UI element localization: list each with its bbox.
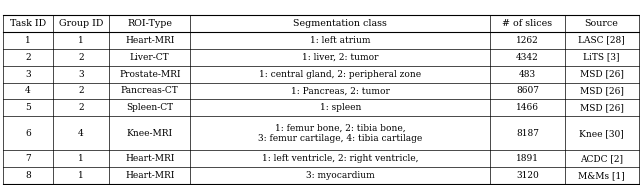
Text: 8187: 8187: [516, 129, 539, 138]
Text: LASC [28]: LASC [28]: [579, 36, 625, 45]
Text: 1262: 1262: [516, 36, 539, 45]
Text: ROI-Type: ROI-Type: [127, 19, 172, 28]
Text: 6: 6: [25, 129, 31, 138]
Text: 3: 3: [25, 70, 31, 79]
Text: 1: 1: [78, 36, 84, 45]
Text: 1891: 1891: [516, 154, 539, 163]
Text: 1: central gland, 2: peripheral zone: 1: central gland, 2: peripheral zone: [259, 70, 422, 79]
Text: Pancreas-CT: Pancreas-CT: [121, 86, 179, 95]
Text: Heart-MRI: Heart-MRI: [125, 171, 175, 180]
Text: Group ID: Group ID: [59, 19, 103, 28]
Text: MSD [26]: MSD [26]: [580, 70, 623, 79]
Text: Spleen-CT: Spleen-CT: [126, 103, 173, 112]
Text: Knee [30]: Knee [30]: [579, 129, 624, 138]
Text: Liver-CT: Liver-CT: [130, 53, 170, 62]
Text: 1: femur bone, 2: tibia bone,
3: femur cartilage, 4: tibia cartilage: 1: femur bone, 2: tibia bone, 3: femur c…: [259, 124, 422, 143]
Text: Prostate-MRI: Prostate-MRI: [119, 70, 180, 79]
Text: LiTS [3]: LiTS [3]: [584, 53, 620, 62]
Text: 483: 483: [519, 70, 536, 79]
Text: 1: 1: [25, 36, 31, 45]
Text: 3120: 3120: [516, 171, 539, 180]
Text: 4: 4: [25, 86, 31, 95]
Text: Segmentation class: Segmentation class: [294, 19, 387, 28]
Text: 3: myocardium: 3: myocardium: [306, 171, 375, 180]
Text: 2: 2: [78, 103, 84, 112]
Text: 8607: 8607: [516, 86, 539, 95]
Text: 2: 2: [78, 86, 84, 95]
Text: MSD [26]: MSD [26]: [580, 86, 623, 95]
Text: Heart-MRI: Heart-MRI: [125, 36, 175, 45]
Text: 2: 2: [78, 53, 84, 62]
Text: Knee-MRI: Knee-MRI: [127, 129, 173, 138]
Text: 1: left atrium: 1: left atrium: [310, 36, 371, 45]
Text: 1: 1: [78, 154, 84, 163]
Text: 4342: 4342: [516, 53, 539, 62]
Text: 1: 1: [78, 171, 84, 180]
Text: ACDC [2]: ACDC [2]: [580, 154, 623, 163]
Text: Heart-MRI: Heart-MRI: [125, 154, 175, 163]
Text: Source: Source: [585, 19, 619, 28]
Text: 1: Pancreas, 2: tumor: 1: Pancreas, 2: tumor: [291, 86, 390, 95]
Text: 1: spleen: 1: spleen: [320, 103, 361, 112]
Text: Task ID: Task ID: [10, 19, 46, 28]
Text: 2: 2: [25, 53, 31, 62]
Text: 1466: 1466: [516, 103, 539, 112]
Text: 1: liver, 2: tumor: 1: liver, 2: tumor: [302, 53, 379, 62]
Text: MSD [26]: MSD [26]: [580, 103, 623, 112]
Text: 8: 8: [25, 171, 31, 180]
Text: 5: 5: [25, 103, 31, 112]
Text: 3: 3: [78, 70, 84, 79]
Text: 7: 7: [25, 154, 31, 163]
Text: # of slices: # of slices: [502, 19, 552, 28]
Text: M&Ms [1]: M&Ms [1]: [579, 171, 625, 180]
Text: 1: left ventricle, 2: right ventricle,: 1: left ventricle, 2: right ventricle,: [262, 154, 419, 163]
Text: 4: 4: [78, 129, 84, 138]
